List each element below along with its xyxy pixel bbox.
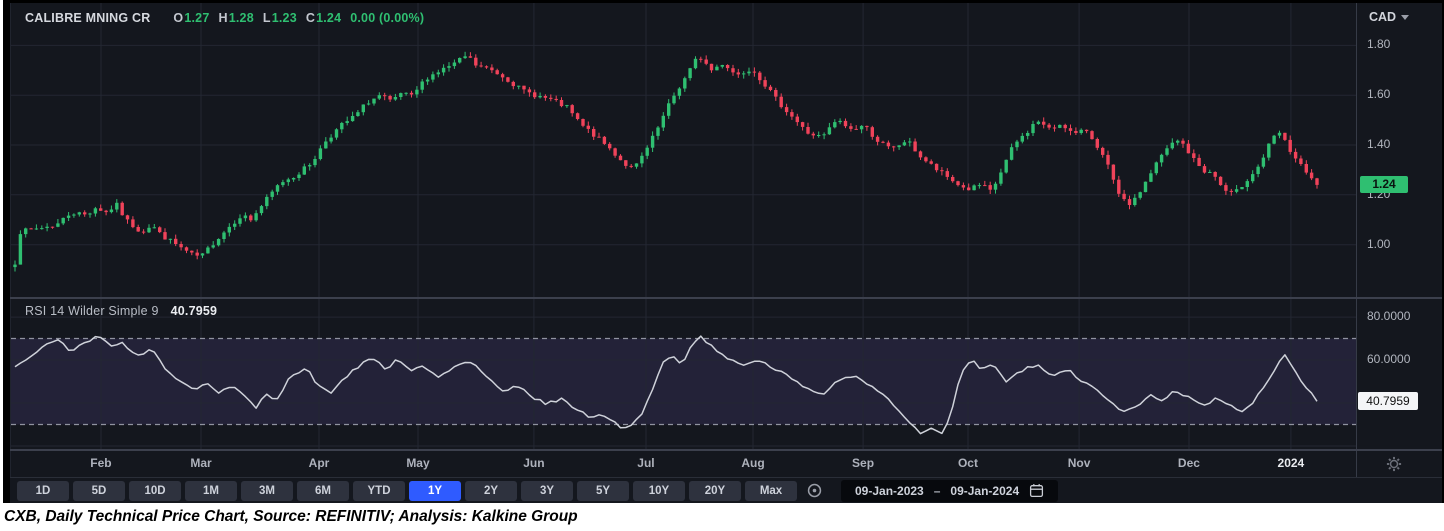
time-axis-label: Oct: [957, 456, 978, 470]
range-button-3m[interactable]: 3M: [241, 480, 293, 501]
price-legend: CALIBRE MNING CR O1.27 H1.28 L1.23 C1.24 0.00…: [25, 11, 424, 25]
price-pane[interactable]: CALIBRE MNING CR O1.27 H1.28 L1.23 C1.24 0.00…: [11, 3, 1356, 297]
last-price-badge: 1.24: [1360, 176, 1408, 194]
rsi-legend: RSI 14 Wilder Simple 9 40.7959: [25, 304, 217, 318]
date-from: 09-Jan-2023: [855, 483, 924, 498]
axis-divider: [10, 449, 1442, 451]
time-axis-label: Aug: [741, 456, 765, 470]
change-value: 0.00 (0.00%): [350, 11, 425, 25]
chevron-down-icon: [1401, 15, 1410, 21]
range-button-2y[interactable]: 2Y: [465, 480, 517, 501]
currency-label: CAD: [1369, 10, 1397, 24]
range-button-1m[interactable]: 1M: [185, 480, 237, 501]
plot-column: CALIBRE MNING CR O1.27 H1.28 L1.23 C1.24 0.00…: [10, 3, 1356, 477]
time-axis-label: Jun: [523, 456, 545, 470]
time-axis[interactable]: Feb Mar Apr May Jun Jul Aug Sep Oct Nov Dec 2024: [11, 451, 1357, 477]
axis-settings-gear-icon[interactable]: [1385, 455, 1403, 473]
range-buttons: 1D 5D 10D 1M 3M 6M YTD 1Y 2Y 3Y 5Y 10Y 20Y Max: [17, 480, 801, 501]
calendar-icon: [1029, 483, 1044, 498]
price-tick-label: 1.80: [1367, 37, 1391, 52]
pane-divider[interactable]: [10, 297, 1442, 299]
rsi-indicator-name: RSI 14 Wilder Simple 9: [25, 304, 159, 318]
ohlc-values: O1.27 H1.28 L1.23 C1.24: [164, 11, 341, 25]
time-axis-label: Jul: [637, 456, 655, 470]
ohlc-label: L: [262, 11, 271, 25]
currency-dropdown[interactable]: CAD: [1369, 10, 1410, 24]
ohlc-label: H: [218, 11, 228, 25]
range-button-3y[interactable]: 3Y: [521, 480, 573, 501]
toolbar: 1D 5D 10D 1M 3M 6M YTD 1Y 2Y 3Y 5Y 10Y 20Y Max 09-Jan…: [10, 477, 1442, 503]
time-axis-label: Dec: [1177, 456, 1200, 470]
time-axis-label: Nov: [1067, 456, 1091, 470]
rsi-current-value: 40.7959: [170, 304, 218, 318]
ohlc-value: 1.24: [316, 11, 342, 25]
time-axis-label: 2024: [1277, 456, 1305, 470]
rsi-tick-label: 80.0000: [1367, 309, 1411, 324]
ohlc-value: 1.27: [184, 11, 210, 25]
range-button-1y[interactable]: 1Y: [409, 480, 461, 501]
date-to: 09-Jan-2024: [950, 483, 1020, 498]
range-button-10d[interactable]: 10D: [129, 480, 181, 501]
ohlc-label: O: [173, 11, 184, 25]
price-chart-canvas: [11, 3, 1356, 297]
chart-main-area: CALIBRE MNING CR O1.27 H1.28 L1.23 C1.24 0.00…: [10, 3, 1442, 477]
time-axis-label: Apr: [308, 456, 330, 470]
price-tick-label: 1.00: [1367, 236, 1391, 251]
price-tick-label: 1.40: [1367, 137, 1391, 152]
range-button-max[interactable]: Max: [745, 480, 797, 501]
time-axis-label: Feb: [90, 456, 112, 470]
time-axis-label: Mar: [190, 456, 212, 470]
time-axis-label: May: [406, 456, 430, 470]
ohlc-value: 1.28: [228, 11, 254, 25]
candles-down: [29, 52, 1319, 260]
range-button-ytd[interactable]: YTD: [353, 480, 405, 501]
chart-options-target-icon[interactable]: [803, 481, 825, 501]
date-separator: –: [933, 483, 941, 498]
range-button-6m[interactable]: 6M: [297, 480, 349, 501]
rsi-tick-label: 60.0000: [1367, 352, 1411, 367]
rsi-value-badge: 40.7959: [1358, 392, 1418, 411]
time-axis-label: Sep: [852, 456, 875, 470]
price-axis-column[interactable]: CAD 1.80 1.60 1.40 1.20 1.00 1.24 80.0000 60.00…: [1356, 3, 1442, 477]
rsi-chart-canvas: [11, 299, 1356, 449]
range-button-5d[interactable]: 5D: [73, 480, 125, 501]
rsi-line: [14, 335, 1318, 435]
caption: CXB, Daily Technical Price Chart, Source…: [4, 506, 1440, 531]
candles-up: [13, 51, 1282, 272]
symbol-name: CALIBRE MNING CR: [25, 11, 151, 25]
range-button-1d[interactable]: 1D: [17, 480, 69, 501]
range-button-10y[interactable]: 10Y: [633, 480, 685, 501]
range-button-20y[interactable]: 20Y: [689, 480, 741, 501]
range-button-5y[interactable]: 5Y: [577, 480, 629, 501]
price-chart-widget: CALIBRE MNING CR O1.27 H1.28 L1.23 C1.24 0.00…: [3, 0, 1444, 503]
rsi-pane[interactable]: RSI 14 Wilder Simple 9 40.7959: [11, 299, 1356, 449]
date-range-picker[interactable]: 09-Jan-2023 – 09-Jan-2024: [841, 479, 1059, 502]
ohlc-label: C: [305, 11, 316, 25]
ohlc-value: 1.23: [271, 11, 297, 25]
price-tick-label: 1.60: [1367, 87, 1391, 102]
